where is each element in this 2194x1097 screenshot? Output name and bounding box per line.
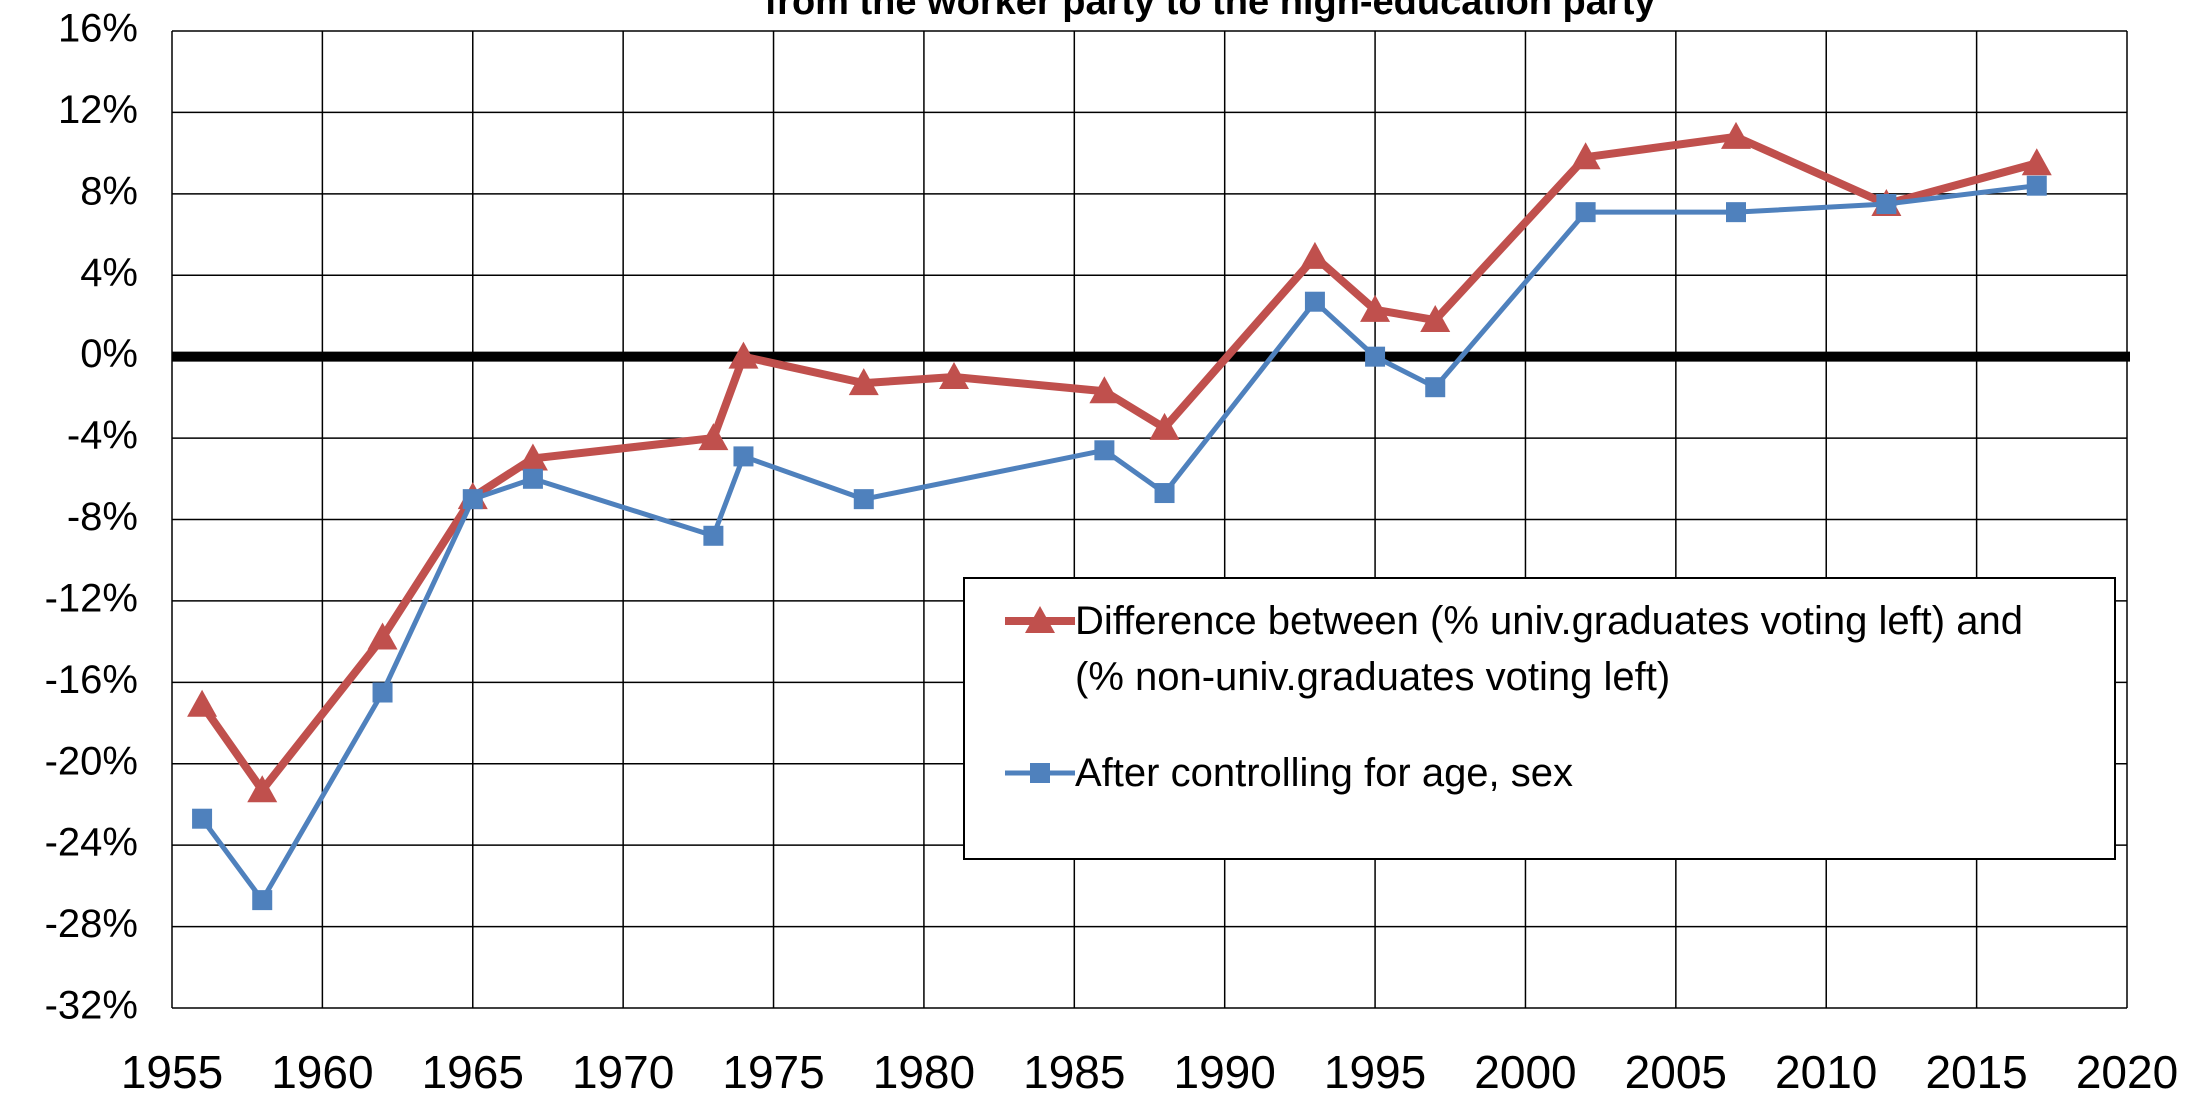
- x-tick-label: 1990: [1174, 1046, 1276, 1097]
- marker: [1299, 241, 1330, 269]
- marker: [367, 622, 398, 650]
- legend-label: After controlling for age, sex: [1075, 751, 1574, 795]
- marker: [1360, 294, 1391, 322]
- legend-item: After controlling for age, sex: [1005, 745, 2075, 801]
- x-tick-label: 2005: [1625, 1046, 1727, 1097]
- marker: [1425, 377, 1446, 398]
- y-tick-label: -24%: [45, 821, 138, 865]
- marker: [728, 341, 759, 369]
- marker: [1304, 291, 1325, 312]
- marker: [939, 362, 969, 390]
- y-tick-label: -4%: [67, 414, 138, 458]
- marker: [1721, 121, 1751, 149]
- x-tick-label: 1955: [121, 1046, 223, 1097]
- x-tick-label: 1975: [722, 1046, 824, 1097]
- marker: [1575, 202, 1596, 223]
- marker: [1876, 194, 1897, 215]
- y-tick-label: 12%: [58, 88, 138, 132]
- marker: [1420, 305, 1451, 333]
- x-tick-label: 2010: [1775, 1046, 1877, 1097]
- marker: [372, 682, 393, 703]
- y-tick-label: -32%: [45, 984, 138, 1028]
- x-tick-label: 1980: [873, 1046, 975, 1097]
- marker: [2026, 175, 2047, 196]
- marker: [1094, 440, 1115, 461]
- y-tick-label: 8%: [80, 169, 138, 213]
- marker: [1030, 763, 1050, 783]
- x-tick-label: 2000: [1474, 1046, 1576, 1097]
- x-tick-label: 1970: [572, 1046, 674, 1097]
- marker: [1089, 376, 1120, 404]
- x-tick-label: 1985: [1023, 1046, 1125, 1097]
- series-line: [198, 132, 2038, 795]
- y-tick-label: -12%: [45, 576, 138, 620]
- marker: [1726, 202, 1746, 223]
- y-tick-label: 4%: [80, 251, 138, 295]
- y-tick-label: -8%: [67, 495, 138, 539]
- chart-title: from the worker party to the high-educat…: [765, 0, 1656, 23]
- legend-label: Difference between (% univ.graduates vot…: [1075, 599, 2023, 699]
- y-tick-label: -20%: [45, 739, 138, 783]
- legend: Difference between (% univ.graduates vot…: [963, 577, 2116, 860]
- y-tick-label: -28%: [45, 902, 138, 946]
- marker: [462, 489, 483, 510]
- marker: [1154, 483, 1175, 504]
- legend-key: [1005, 763, 1075, 783]
- marker: [2021, 148, 2052, 176]
- marker: [522, 468, 543, 489]
- y-tick-label: -16%: [45, 658, 138, 702]
- marker: [1570, 142, 1601, 170]
- x-tick-label: 1965: [422, 1046, 524, 1097]
- marker: [187, 689, 218, 717]
- marker: [703, 525, 724, 546]
- marker: [517, 443, 548, 471]
- x-tick-label: 2020: [2076, 1046, 2178, 1097]
- marker: [1149, 412, 1180, 440]
- legend-key: [1005, 606, 1075, 633]
- marker: [1365, 346, 1386, 367]
- marker: [853, 489, 874, 510]
- y-tick-label: 16%: [58, 7, 138, 51]
- marker: [698, 423, 729, 451]
- y-tick-label: 0%: [80, 332, 138, 376]
- marker: [848, 368, 879, 396]
- marker: [733, 446, 754, 467]
- marker: [1025, 606, 1055, 633]
- marker: [252, 890, 273, 911]
- x-tick-label: 1995: [1324, 1046, 1426, 1097]
- x-tick-label: 1960: [271, 1046, 373, 1097]
- marker: [192, 808, 213, 829]
- x-tick-label: 2015: [1925, 1046, 2027, 1097]
- legend-item: Difference between (% univ.graduates vot…: [1005, 593, 2075, 705]
- marker: [247, 775, 278, 803]
